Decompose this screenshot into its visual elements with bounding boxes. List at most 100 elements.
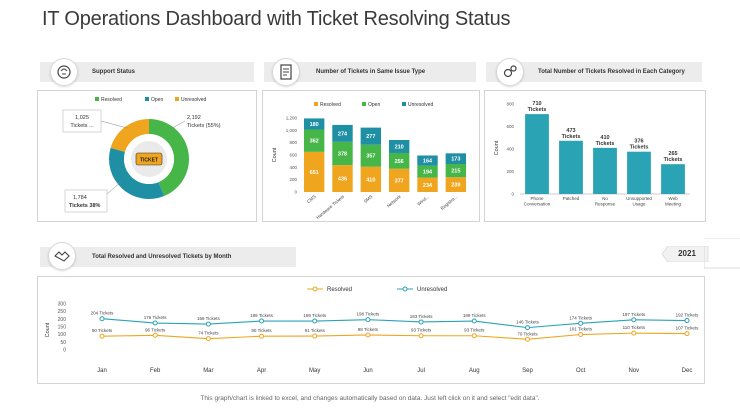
point-label: 98 Tickets [358,327,379,332]
y-axis-label: Count [494,140,500,155]
x-tick-label: Patched [563,196,580,201]
bar-resolved [417,177,438,192]
point-label: 183 Tickets [410,314,434,319]
y-tick-label: 0 [63,348,66,354]
x-tick-label: Mar [203,368,213,374]
y-tick-label: 0 [511,192,514,197]
x-tick-label: Sep [522,368,533,374]
x-tick-label: SMS [363,194,374,204]
point-label: 91 Tickets [305,328,326,333]
document-icon [272,58,300,86]
year-tag-shape [662,246,709,262]
point-label: 198 Tickets [357,312,381,317]
ticket-text: TICKET [140,158,158,164]
bar-value-label: 274 [338,131,348,137]
x-tick-label: Meeting [665,202,682,207]
category-bar [525,114,549,194]
legend-label-unresolved: Unresolved [181,97,207,103]
callout-open-text: Tickets 38% [69,203,101,209]
bar-value-label: 376 [634,139,643,145]
legend-label-resolved: Resolved [101,97,122,103]
bar-open [303,129,325,152]
support-icon [50,58,78,86]
x-tick-label: Network [386,193,402,208]
point-label: 96 Tickets [145,327,166,332]
bar-value-label: 277 [366,134,375,140]
point-label: 101 Tickets [569,327,593,332]
x-tick-label: Web [668,196,678,201]
y-tick-label: 0 [294,190,297,195]
point-label: 110 Tickets [623,325,646,330]
bar-value-unit: Tickets [596,141,615,147]
point-unresolved [259,318,265,324]
point-resolved [684,331,690,337]
bar-resolved [360,166,382,192]
bar-open [360,144,382,167]
monthly-header: Total Resolved and Unresolved Tickets by… [40,247,296,267]
legend-label-unresolved: Unresolved [408,102,434,108]
point-label: 107 Tickets [676,326,700,331]
point-resolved [578,332,584,338]
callout-open-value: 1,784 [73,195,87,201]
y-tick-label: 800 [289,140,297,145]
x-tick-label: Unsupported [626,196,652,201]
x-tick-label: Nov [628,368,639,374]
bar-value-label: 239 [451,183,460,189]
point-resolved [312,333,318,339]
bar-value-label: 164 [423,159,433,165]
y-tick-label: 150 [58,325,67,331]
category-title: Total Number of Tickets Resolved in Each… [538,69,685,75]
y-tick-label: 400 [289,165,297,170]
point-label: 189 Tickets [463,313,487,318]
x-tick-label: Hardware Tickets [315,193,345,220]
point-resolved [205,336,211,342]
y-tick-label: 600 [506,124,514,129]
donut-slice-resolved [149,119,189,197]
callout-unresolved-value: 1,025 [75,115,89,121]
point-resolved [152,332,158,338]
point-unresolved [684,318,690,324]
bar-value-label: 378 [338,151,347,157]
bar-open [445,164,467,178]
x-tick-label: Dec [682,368,693,374]
support-donut-chart: Resolved Open Unresolved TICKET 1,025 Ticke… [62,97,221,213]
x-tick-label: Jul [417,368,425,374]
bar-value-label: 357 [366,154,375,160]
y-tick-label: 200 [506,169,514,174]
legend-swatch-unresolved [402,102,406,106]
x-tick-label: May [309,368,320,374]
bar-open [417,165,438,178]
point-label: 146 Tickets [516,320,540,325]
bar-unresolved [360,127,382,145]
bar-unresolved [332,124,353,142]
point-label: 176 Tickets [144,315,168,320]
point-label: 169 Tickets [197,316,221,321]
bar-open [332,141,353,166]
x-tick-label: Jun [363,368,373,374]
support-status-header: Support Status [40,62,254,82]
bar-value-label: 362 [310,139,319,145]
series-line-resolved [101,332,688,340]
ticket-icon: TICKET [135,152,163,166]
year-bracket [704,238,740,269]
point-unresolved [99,316,105,322]
point-label: 174 Tickets [569,315,593,320]
bar-value-label: 710 [532,101,541,107]
bar-value-label: 256 [395,159,404,165]
legend-swatch-unresolved [175,97,179,101]
support-status-title: Support Status [92,69,135,75]
category-bar [661,164,685,194]
legend-label-open: Open [151,97,163,103]
legend-swatch-open [145,97,149,101]
point-resolved [259,333,265,339]
x-tick-label: Response [595,202,616,207]
donut-slice-open [108,147,165,199]
year-label: 2021 [678,249,696,258]
bar-open [388,152,410,169]
bar-value-label: 215 [451,169,460,175]
point-label: 74 Tickets [198,331,219,336]
category-bar [593,147,617,194]
footer-note: This graph/chart is linked to excel, and… [200,395,540,402]
bar-unresolved [417,155,438,166]
